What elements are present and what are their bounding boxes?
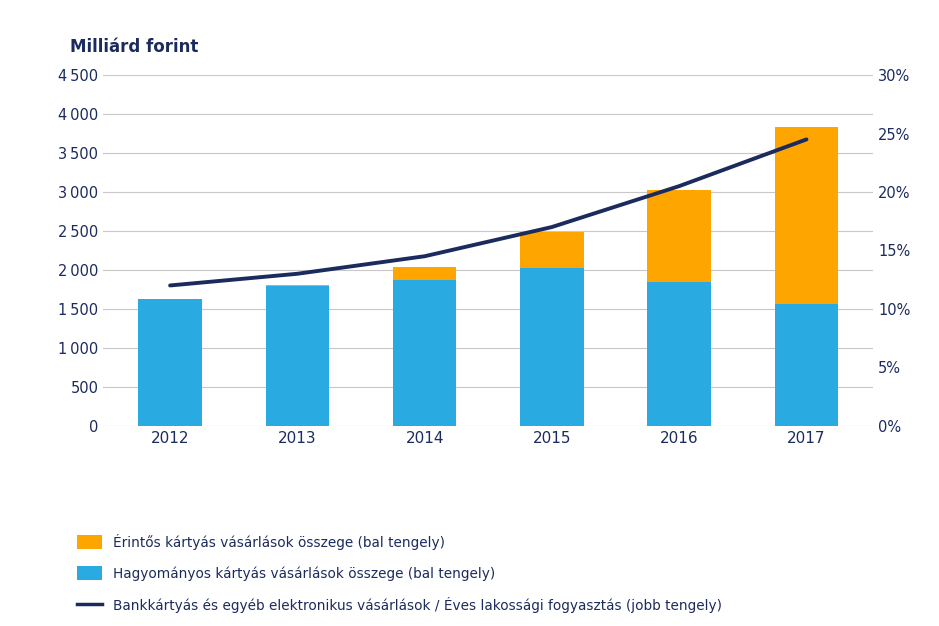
Bankkártyás és egyéb elektronikus vásárlások / Éves lakossági fogyasztás (jobb tengely) bbox=[292, 270, 303, 277]
Bar bbox=[266, 285, 330, 286]
Bankkártyás és egyéb elektronikus vásárlások / Éves lakossági fogyasztás (jobb tengely) bbox=[164, 282, 176, 289]
Bar bbox=[393, 280, 456, 426]
Bar bbox=[393, 267, 456, 280]
Bankkártyás és egyéb elektronikus vásárlások / Éves lakossági fogyasztás (jobb tengely) bbox=[419, 252, 430, 260]
Text: Milliárd forint: Milliárd forint bbox=[70, 38, 199, 56]
Bar bbox=[647, 282, 711, 426]
Legend: Érintős kártyás vásárlások összege (bal tengely), Hagyományos kártyás vásárlások: Érintős kártyás vásárlások összege (bal … bbox=[77, 534, 721, 613]
Bar bbox=[520, 269, 584, 426]
Bar bbox=[266, 286, 330, 426]
Bar bbox=[520, 232, 584, 269]
Bar bbox=[138, 299, 202, 426]
Bar bbox=[775, 127, 839, 304]
Bankkártyás és egyéb elektronikus vásárlások / Éves lakossági fogyasztás (jobb tengely) bbox=[673, 182, 685, 190]
Bankkártyás és egyéb elektronikus vásárlások / Éves lakossági fogyasztás (jobb tengely) bbox=[546, 223, 558, 231]
Line: Bankkártyás és egyéb elektronikus vásárlások / Éves lakossági fogyasztás (jobb tengely): Bankkártyás és egyéb elektronikus vásárl… bbox=[170, 140, 807, 285]
Bar bbox=[775, 304, 839, 426]
Bar bbox=[647, 190, 711, 282]
Bankkártyás és egyéb elektronikus vásárlások / Éves lakossági fogyasztás (jobb tengely) bbox=[801, 136, 812, 143]
